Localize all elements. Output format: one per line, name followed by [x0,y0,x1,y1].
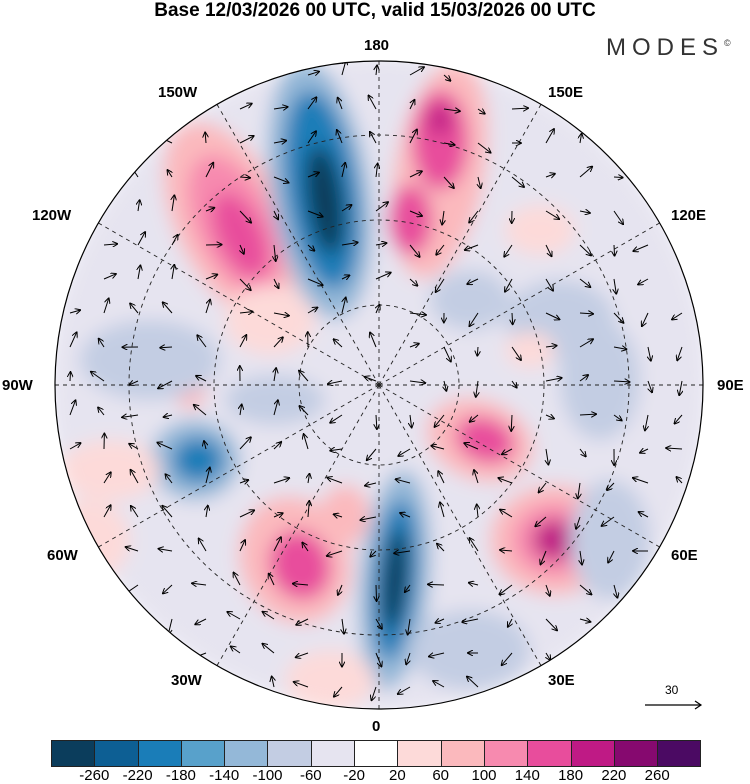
colorbar-swatch [139,741,182,766]
anomaly-region [225,375,325,425]
anomaly-region [173,438,223,482]
colorbar-swatch [615,741,658,766]
lon-label-60w: 60W [47,547,78,564]
lon-label-90w: 90W [2,377,33,394]
colorbar-tick-label: 60 [432,767,449,784]
colorbar-swatch [398,741,441,766]
lon-label-30w: 30W [171,672,202,689]
colorbar-tick-label: -220 [123,767,153,784]
anomaly-region [388,185,432,255]
anomaly-field [0,0,750,730]
lon-label-90e: 90E [717,377,744,394]
colorbar-swatch [52,741,95,766]
colorbar-tick-label: 220 [601,767,626,784]
anomaly-region [505,205,575,255]
anomaly-region [50,500,130,580]
colorbar-swatch [485,741,528,766]
anomaly-region [320,485,370,545]
wind-arrow [376,585,377,601]
colorbar-tick-label: 180 [558,767,583,784]
anomaly-region [285,650,375,710]
colorbar-swatch [268,741,311,766]
colorbar-swatch [572,741,615,766]
colorbar-swatch [355,741,398,766]
lon-label-150w: 150W [158,84,197,101]
colorbar-tick-label: -180 [166,767,196,784]
polar-map [0,0,750,730]
anomaly-region [430,270,510,330]
colorbar-tick-label: -60 [300,767,322,784]
colorbar-tick-label: 260 [645,767,670,784]
lon-label-150e: 150E [548,84,583,101]
colorbar-tick-label: -20 [343,767,365,784]
colorbar [51,740,701,767]
lon-label-120e: 120E [671,207,706,224]
lon-label-60e: 60E [671,547,698,564]
anomaly-region [410,610,530,690]
wind-arrow [614,177,623,178]
colorbar-swatch [658,741,700,766]
anomaly-region [225,285,315,355]
colorbar-swatch [312,741,355,766]
wind-arrow [614,245,615,256]
lon-label-0: 0 [372,718,380,735]
wind-arrow [477,347,478,356]
colorbar-tick-label: 100 [471,767,496,784]
colorbar-tick-label: -260 [79,767,109,784]
anomaly-region [80,320,220,400]
anomaly-region [570,480,650,600]
anomaly-region [505,332,555,368]
vector-reference-arrow [643,698,705,712]
colorbar-tick-label: 140 [515,767,540,784]
colorbar-tick-label: 20 [389,767,406,784]
colorbar-swatch [95,741,138,766]
colorbar-tick-label: -100 [252,767,282,784]
vector-reference-label: 30 [665,683,678,697]
anomaly-region [560,320,640,440]
colorbar-swatch [442,741,485,766]
colorbar-swatch [182,741,225,766]
colorbar-swatch [528,741,571,766]
lon-label-120w: 120W [32,207,71,224]
anomaly-region [60,440,160,500]
lon-label-180: 180 [364,37,389,54]
colorbar-swatch [225,741,268,766]
wind-arrow [512,313,513,324]
wind-arrow [428,584,444,585]
colorbar-tick-label: -140 [209,767,239,784]
lon-label-30e: 30E [548,672,575,689]
